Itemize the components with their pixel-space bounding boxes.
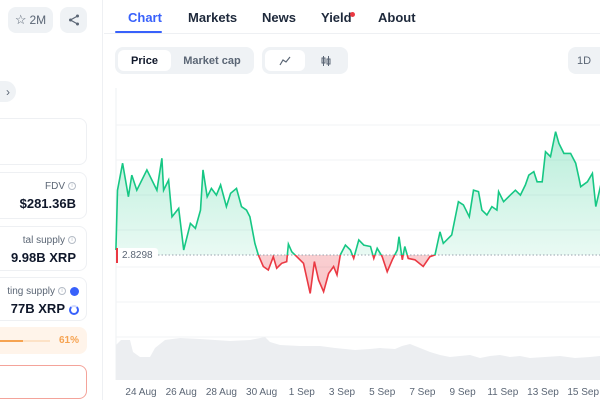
active-tab-indicator [115,31,162,33]
yield-badge-dot [350,12,355,17]
info-icon[interactable]: i [58,287,66,296]
watchlist-button[interactable]: ☆ 2M [8,7,53,33]
x-tick-label: 11 Sep [487,387,519,398]
chart-type-toggle [262,47,348,74]
x-tick-label: 30 Aug [246,387,278,398]
x-tick-label: 15 Sep [567,387,600,398]
tab-yield[interactable]: Yield [321,10,352,25]
stat-value: 9.98B XRP [10,250,76,265]
progress-fill [0,340,23,342]
progress-track [0,340,50,342]
supply-progress: 61% [0,327,87,354]
next-button[interactable]: › [0,81,16,102]
tab-about[interactable]: About [378,10,416,25]
baseline-label[interactable]: 2.8298 [116,248,158,263]
x-tick-label: 3 Sep [328,387,356,398]
info-icon[interactable]: i [68,182,76,191]
chevron-right-icon: › [6,84,10,99]
tab-chart[interactable]: Chart [128,10,162,25]
line-chart-icon [279,56,291,65]
sidebar: ☆ 2M › FDV i $281.36B tal supply i 9.98B X… [0,0,103,400]
price-marketcap-toggle: Price Market cap [115,47,254,74]
stat-label: tal supply [22,235,65,246]
x-tick-label: 28 Aug [205,387,237,398]
candlestick-icon [321,55,330,66]
price-button[interactable]: Price [118,50,171,71]
info-icon[interactable]: i [68,236,76,245]
star-icon: ☆ [14,12,27,27]
alert-box[interactable] [0,365,87,399]
x-tick-label: 1 Sep [288,387,315,398]
stat-value: 77B XRP [10,301,65,316]
verified-icon [70,286,79,296]
watchlist-count: 2M [29,13,47,27]
x-tick-label: 26 Aug [165,387,197,398]
stat-label: FDV [45,181,65,192]
x-tick-label: 5 Sep [369,387,396,398]
x-tick-label: 24 Aug [125,387,157,398]
tabs-divider [104,33,600,34]
x-tick-label: 9 Sep [449,387,476,398]
loading-ring-icon [69,304,79,315]
x-tick-label: 7 Sep [409,387,436,398]
x-tick-label: 13 Sep [527,387,559,398]
stat-card-total-supply: tal supply i 9.98B XRP [0,226,87,271]
progress-label: 61% [58,335,79,346]
share-button[interactable] [60,7,87,33]
stat-value: $281.36B [19,196,76,211]
volume-area [116,337,600,380]
market-cap-button[interactable]: Market cap [183,54,241,67]
stat-card-circulating-supply: ting supply i 77B XRP [0,277,87,321]
line-chart-button[interactable] [265,50,305,71]
range-selector: 1D [568,47,600,74]
stat-card-empty [0,118,87,165]
share-icon [68,14,79,26]
range-1d-button[interactable]: 1D [576,54,592,67]
stat-card-fdv: FDV i $281.36B [0,172,87,219]
tab-news[interactable]: News [262,10,296,25]
price-area-up [115,131,600,255]
price-line-up [115,131,600,255]
candlestick-button[interactable] [306,50,345,71]
tab-markets[interactable]: Markets [188,10,238,25]
stat-label: ting supply [7,286,55,297]
